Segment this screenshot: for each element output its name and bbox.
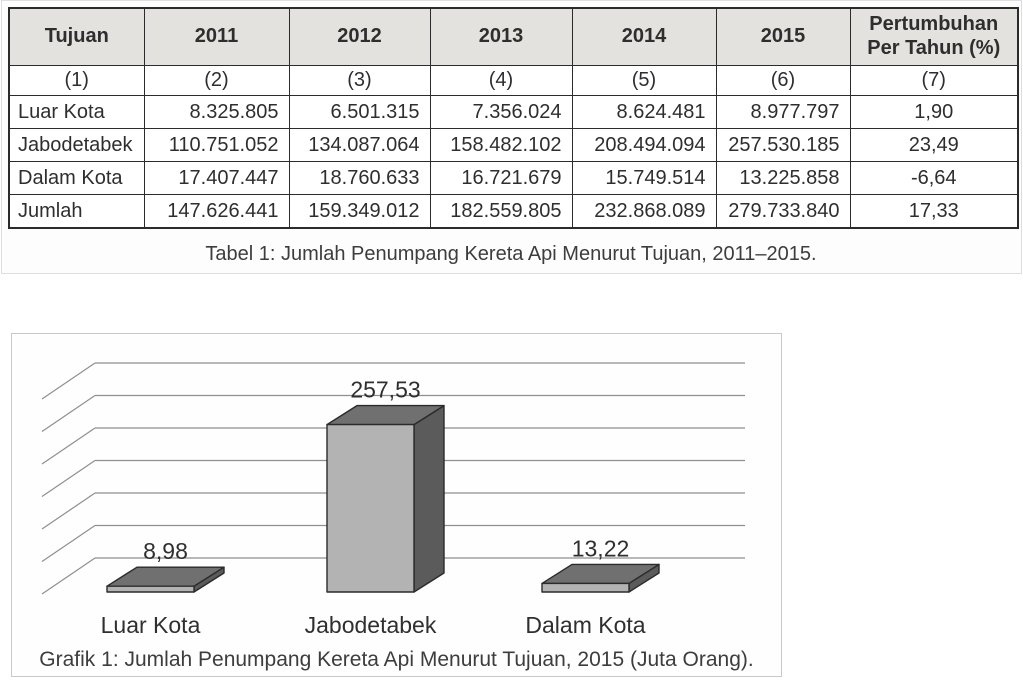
table-cell: 147.626.441 (143, 194, 290, 229)
column-header: 2015 (715, 7, 851, 66)
table-row: Luar Kota 8.325.805 6.501.315 7.356.024 8.62… (8, 95, 1019, 129)
bar-dalam-kota (541, 563, 660, 593)
column-header: 2012 (288, 7, 431, 66)
axis-diagonal (41, 395, 96, 432)
category-label: Luar Kota (101, 612, 201, 638)
bar-side-face (413, 404, 445, 593)
bar-value-label: 13,22 (572, 535, 630, 561)
bar-front-face (106, 585, 195, 593)
column-number: (3) (288, 65, 431, 96)
table-cell: -6,64 (849, 161, 1019, 195)
table-cell: 17,33 (849, 194, 1019, 229)
table-cell: 16.721.679 (429, 161, 573, 195)
column-number: (6) (715, 65, 851, 96)
table-cell: 208.494.094 (571, 128, 717, 162)
row-label: Luar Kota (8, 95, 145, 129)
chart-caption: Grafik 1: Jumlah Penumpang Kereta Api Me… (39, 648, 754, 671)
row-label: Dalam Kota (8, 161, 145, 195)
column-number: (2) (143, 65, 290, 96)
category-label: Dalam Kota (525, 612, 645, 638)
chart-section: 8,98 Luar Kota 257,53 Jabodetabek 13,22 Dalam… (11, 333, 782, 677)
table-cell: 17.407.447 (143, 161, 290, 195)
column-header: 2014 (571, 7, 717, 66)
bar-value-label: 8,98 (143, 538, 188, 564)
table-cell: 18.760.633 (288, 161, 431, 195)
column-header: 2013 (429, 7, 573, 66)
axis-diagonal (41, 362, 96, 400)
table-cell: 232.868.089 (571, 194, 717, 229)
table-cell: 8.977.797 (715, 95, 851, 129)
column-header: Pertumbuhan Per Tahun (%) (849, 7, 1019, 66)
table-cell: 1,90 (849, 95, 1019, 129)
column-header: Tujuan (8, 7, 145, 66)
row-label: Jumlah (8, 194, 145, 229)
table-row: Dalam Kota 17.407.447 18.760.633 16.721.679… (8, 161, 1019, 195)
column-number: (7) (849, 65, 1019, 96)
table-row: Jumlah 147.626.441 159.349.012 182.559.805 2… (8, 194, 1019, 229)
axis-diagonal (41, 557, 96, 595)
table-cell: 23,49 (849, 128, 1019, 162)
bar-front-face (326, 423, 415, 593)
table-cell: 8.325.805 (143, 95, 290, 129)
table-cell: 8.624.481 (571, 95, 717, 129)
table-cell: 13.225.858 (715, 161, 851, 195)
table-cell: 6.501.315 (288, 95, 431, 129)
column-number: (4) (429, 65, 573, 96)
table-cell: 257.530.185 (715, 128, 851, 162)
table-cell: 7.356.024 (429, 95, 573, 129)
bar-chart-3d: 8,98 Luar Kota 257,53 Jabodetabek 13,22 Dalam… (41, 362, 745, 638)
column-number-row: (1) (2) (3) (4) (5) (6) (7) (8, 65, 1019, 96)
bar-jabodetabek (326, 404, 445, 593)
category-label: Jabodetabek (305, 612, 437, 638)
table-cell: 15.749.514 (571, 161, 717, 195)
bar-front-face (541, 582, 630, 593)
bar-luar-kota (106, 566, 225, 593)
passenger-table: Tujuan 2011 2012 2013 2014 2015 Pertumbuhan Pe… (8, 7, 1019, 229)
table-cell: 182.559.805 (429, 194, 573, 229)
column-header: 2011 (143, 7, 290, 66)
table-cell: 159.349.012 (288, 194, 431, 229)
row-label: Jabodetabek (8, 128, 145, 162)
table-cell: 134.087.064 (288, 128, 431, 162)
table-cell: 158.482.102 (429, 128, 573, 162)
axis-diagonal (41, 525, 96, 562)
axis-diagonal (41, 427, 96, 465)
table-section: Tujuan 2011 2012 2013 2014 2015 Pertumbuhan Pe… (1, 0, 1022, 274)
table-cell: 110.751.052 (143, 128, 290, 162)
table-row: Jabodetabek 110.751.052 134.087.064 158.482… (8, 128, 1019, 162)
axis-diagonal (41, 460, 96, 497)
bar-value-label: 257,53 (350, 377, 420, 403)
table-caption: Tabel 1: Jumlah Penumpang Kereta Api Men… (205, 243, 817, 265)
table-header-row: Tujuan 2011 2012 2013 2014 2015 Pertumbuhan Pe… (8, 7, 1019, 66)
axis-diagonal (41, 492, 96, 530)
table-cell: 279.733.840 (715, 194, 851, 229)
column-number: (5) (571, 65, 717, 96)
column-number: (1) (8, 65, 145, 96)
